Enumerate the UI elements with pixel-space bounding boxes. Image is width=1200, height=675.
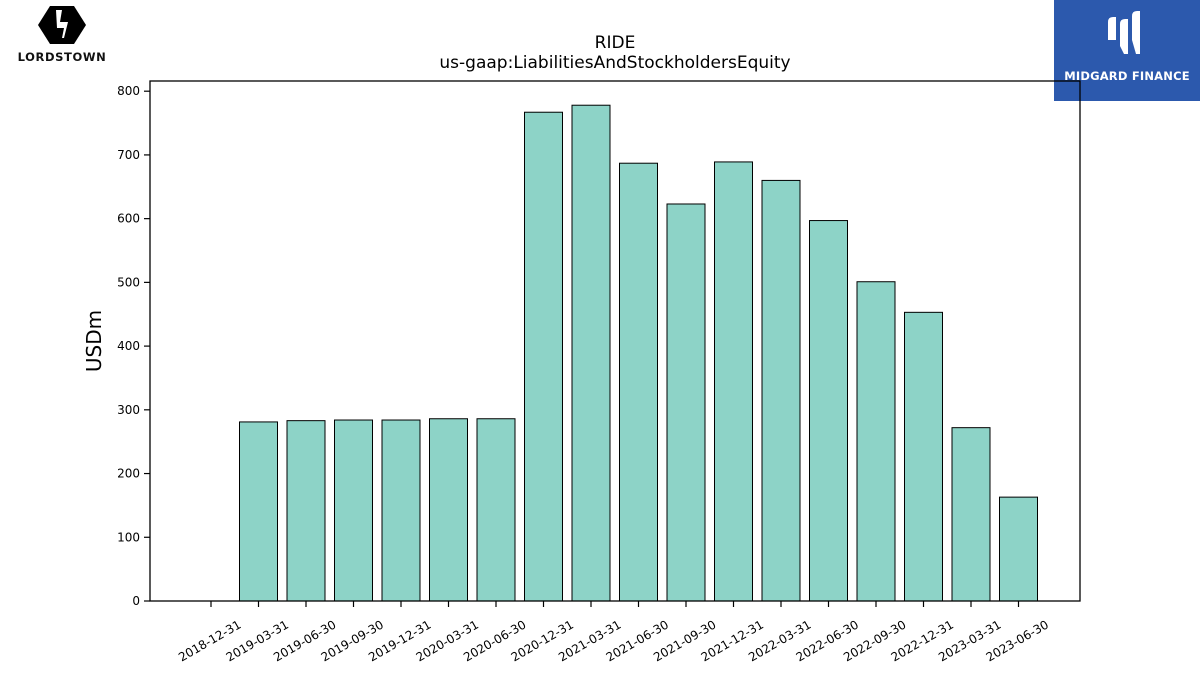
plot-frame [149, 80, 1081, 602]
y-tick-label: 500 [117, 275, 140, 289]
bar-2023-03-31 [951, 427, 991, 602]
y-tick-label: 700 [117, 148, 140, 162]
y-tick-label: 200 [117, 467, 140, 481]
bar-2022-09-30 [856, 281, 896, 602]
chart-subtitle: us-gaap:LiabilitiesAndStockholdersEquity [439, 53, 790, 73]
bar-2021-12-31 [714, 161, 753, 602]
y-axis-label: USDm [82, 310, 106, 372]
bar-2022-12-31 [904, 311, 943, 602]
bar-2022-06-30 [809, 220, 848, 602]
lordstown-lightning-hexagon-icon [38, 6, 86, 44]
bar-2019-12-31 [381, 419, 421, 602]
y-tick-label: 0 [132, 594, 140, 608]
bar-2021-06-30 [619, 162, 658, 602]
y-tick-label: 400 [117, 339, 140, 353]
bar-2023-06-30 [999, 496, 1038, 602]
midgard-finance-logo-text: MIDGARD FINANCE [1064, 69, 1190, 83]
lordstown-logo-text: LORDSTOWN [17, 50, 107, 64]
bar-2019-09-30 [334, 419, 373, 602]
bar-2019-03-31 [239, 421, 278, 602]
bar-2021-09-30 [666, 203, 706, 602]
midgard-finance-logo: MIDGARD FINANCE [1054, 0, 1200, 101]
bar-2020-03-31 [429, 418, 468, 602]
bar-2021-03-31 [571, 104, 611, 602]
midgard-m-icon [1108, 11, 1140, 54]
y-tick-label: 100 [117, 530, 140, 544]
y-tick-label: 600 [117, 212, 140, 226]
y-tick-label: 800 [117, 84, 140, 98]
bar-2022-03-31 [761, 179, 801, 602]
chart-title: RIDE [595, 33, 636, 53]
bar-2020-12-31 [524, 111, 563, 602]
y-tick-label: 300 [117, 403, 140, 417]
lordstown-logo: LORDSTOWN [2, 2, 122, 64]
bars-layer [239, 104, 1038, 602]
x-axis: 2018-12-312019-03-312019-06-302019-09-30… [176, 601, 1051, 664]
y-axis: 0 100 200 300 400 500 600 700 800 [117, 84, 150, 608]
bar-2019-06-30 [286, 420, 326, 602]
bar-2020-06-30 [476, 418, 516, 602]
